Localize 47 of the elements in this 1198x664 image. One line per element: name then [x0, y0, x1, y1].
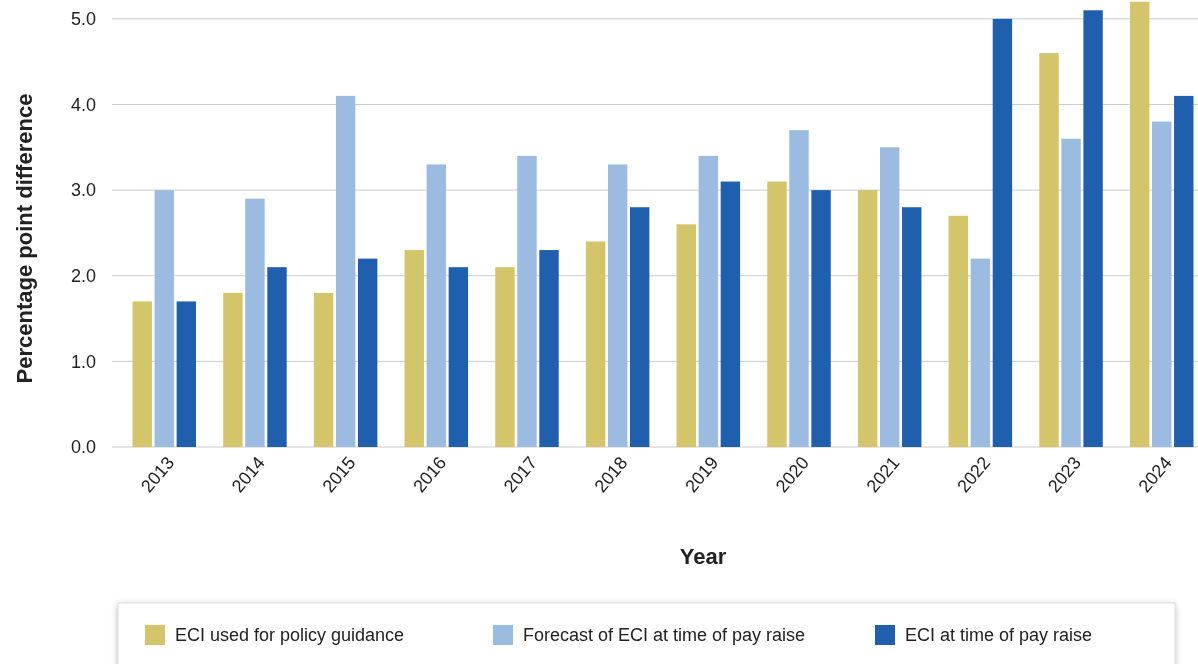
bar — [132, 301, 152, 447]
y-tick-label: 0.0 — [70, 437, 96, 458]
legend-label: Forecast of ECI at time of pay raise — [523, 625, 806, 646]
bar — [948, 215, 969, 447]
bar — [154, 190, 174, 447]
bar — [176, 301, 197, 447]
y-tick-label: 5.0 — [70, 9, 96, 30]
x-axis-title: Year — [679, 543, 727, 569]
bar — [495, 267, 515, 447]
bar — [1152, 121, 1172, 447]
bar — [630, 207, 650, 447]
bar — [426, 164, 446, 447]
bar — [267, 267, 287, 447]
bar — [223, 292, 243, 447]
bar — [448, 267, 469, 447]
y-tick-label: 4.0 — [70, 94, 96, 115]
legend-label: ECI at time of pay raise — [905, 625, 1093, 646]
bar — [539, 250, 559, 447]
y-tick-label: 3.0 — [70, 180, 96, 201]
bar — [1039, 53, 1059, 447]
y-tick-label: 2.0 — [70, 266, 96, 287]
bar — [720, 181, 741, 447]
bar — [698, 155, 719, 447]
bar — [1083, 10, 1103, 447]
bar — [313, 292, 334, 447]
bar — [970, 258, 991, 447]
bar — [902, 207, 922, 447]
bar — [585, 241, 606, 447]
bar — [789, 130, 809, 447]
bar — [357, 258, 378, 447]
bar — [992, 18, 1013, 447]
legend-label: ECI used for policy guidance — [175, 625, 405, 646]
bar — [517, 155, 537, 447]
y-tick-label: 1.0 — [70, 351, 96, 372]
bar — [1061, 138, 1081, 447]
bar — [335, 95, 356, 447]
y-axis-title: Percentage point difference — [11, 93, 37, 384]
bar — [1174, 95, 1194, 447]
bar — [607, 164, 628, 447]
bar — [1129, 1, 1150, 447]
bar — [811, 190, 831, 447]
bar — [245, 198, 265, 447]
bar — [767, 181, 787, 447]
bar — [857, 190, 878, 447]
bar — [404, 250, 424, 447]
bar — [880, 147, 900, 447]
bar — [676, 224, 696, 447]
